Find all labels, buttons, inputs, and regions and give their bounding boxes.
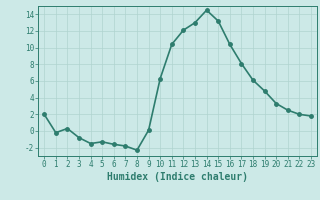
X-axis label: Humidex (Indice chaleur): Humidex (Indice chaleur) xyxy=(107,172,248,182)
